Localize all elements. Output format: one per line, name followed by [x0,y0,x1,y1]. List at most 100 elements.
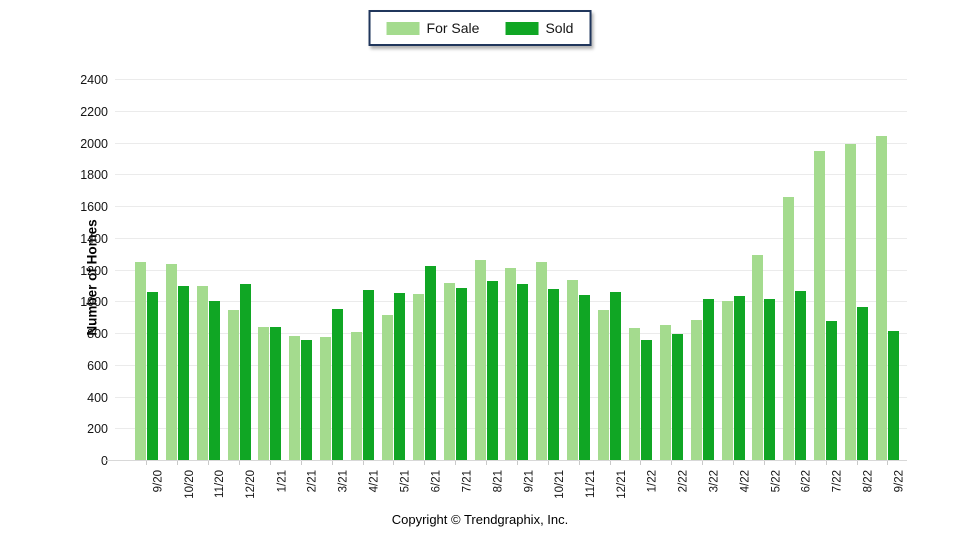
x-axis-slot: 10/21 [532,461,566,513]
bar-sold [610,291,622,461]
bar-sold [455,287,467,461]
bar-group [718,80,749,461]
x-axis-slot: 3/21 [316,461,350,513]
x-tick-mark [547,461,549,465]
gridline [115,237,907,239]
bar-sold [671,334,683,461]
bar-group [378,80,409,461]
bar-group [810,80,841,461]
bar-sold [857,307,869,461]
bar-sold [208,301,220,461]
bar-group [749,80,780,461]
bar-sold [270,326,282,461]
bar-group [779,80,810,461]
y-tick-label: 1200 [80,263,108,278]
x-axis-slot: 11/21 [563,461,597,513]
bar-for-sale [721,300,733,461]
bar-sold [146,291,158,461]
bar-group [471,80,502,461]
bar-for-sale [845,143,857,461]
x-axis-slot: 5/21 [378,461,411,513]
x-tick-mark [763,461,765,465]
x-axis-slot: 6/21 [409,461,442,513]
x-axis-slot: 9/20 [131,461,164,513]
bar-for-sale [814,150,826,461]
bar-sold [579,295,591,461]
y-tick-label: 0 [101,454,108,468]
x-axis-slot: 5/22 [749,461,782,513]
x-tick-mark [177,461,179,465]
x-tick-mark [424,461,426,465]
legend-swatch-for-sale [386,21,420,35]
x-tick-mark [239,461,241,465]
x-tick-mark [702,461,704,465]
bar-group [594,80,625,461]
bar-for-sale [505,268,517,461]
y-tick-label: 1600 [80,200,108,215]
bar-group [687,80,718,461]
y-tick-label: 1000 [80,295,108,310]
bar-sold [301,339,313,461]
bar-group [532,80,563,461]
gridline [115,110,907,112]
bar-sold [702,299,714,461]
bar-group [316,80,347,461]
bar-for-sale [165,264,177,461]
x-axis-slot: 12/21 [594,461,628,513]
x-tick-mark [146,461,148,465]
bar-for-sale [320,337,332,461]
x-axis-slot: 3/22 [687,461,720,513]
bar-for-sale [567,280,579,461]
bar-for-sale [659,325,671,461]
bar-for-sale [381,314,393,461]
x-tick-mark [856,461,858,465]
bar-sold [640,339,652,461]
bar-group [841,80,872,461]
x-axis-slot: 7/21 [440,461,473,513]
bar-for-sale [875,136,887,461]
bar-group [193,80,224,461]
bar-for-sale [227,310,239,461]
bar-group [563,80,594,461]
bar-for-sale [690,319,702,461]
bar-sold [393,292,405,461]
x-tick-mark [300,461,302,465]
bar-for-sale [289,335,301,461]
bar-group [347,80,378,461]
bar-sold [764,299,776,461]
gridline [115,206,907,207]
x-axis-slot: 2/22 [656,461,689,513]
gridline [115,142,907,144]
bar-group [502,80,533,461]
x-tick-mark [269,461,271,465]
x-axis-slot: 10/20 [162,461,195,513]
x-tick-mark [455,461,457,465]
bar-group [872,80,903,461]
x-axis-slot: 1/21 [255,461,288,513]
plot-area: 0 200 400 600 800 1000 1200 1400 1600 1800 2000 220… [80,73,907,499]
bar-group [224,80,255,461]
bar-for-sale [258,326,270,461]
x-tick-label: 9/22 [893,470,906,493]
bar-for-sale [598,310,610,461]
gridline [115,79,907,80]
bar-group [440,80,471,461]
x-tick-mark [640,461,642,465]
y-tick-label: 1400 [80,231,108,246]
bar-group [285,80,316,461]
bar-group [625,80,656,461]
x-tick-mark [486,461,488,465]
x-axis-slot: 1/22 [625,461,658,513]
x-axis-line [105,460,907,461]
x-axis-slot: 9/22 [872,461,906,513]
bar-for-sale [628,327,640,461]
x-axis-labels: 9/20 10/20 11/20 12/20 1/21 2/21 3/21 4/21 5/21 6… [131,461,906,513]
bar-for-sale [351,332,363,461]
bar-sold [517,284,529,461]
bar-for-sale [783,196,795,461]
y-tick-label: 600 [87,358,108,373]
legend: For Sale Sold [368,10,592,46]
bar-for-sale [443,283,455,461]
legend-item-for-sale: For Sale [386,20,479,36]
